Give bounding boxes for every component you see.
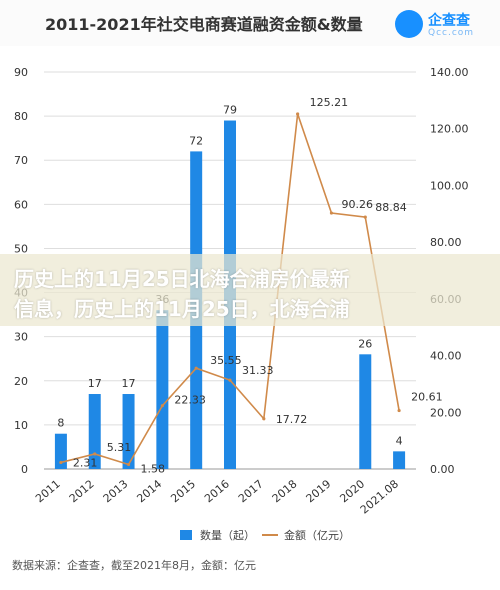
legend-bar-label: 数量（起） xyxy=(200,529,255,542)
logo-text-cn: 企查查 xyxy=(428,13,470,29)
y-right-tick-label: 120.00 xyxy=(430,123,469,136)
y-left-tick-label: 70 xyxy=(14,154,28,167)
line-data-label: 125.21 xyxy=(310,96,349,109)
x-tick-label: 2016 xyxy=(202,477,232,505)
qcc-logo-icon xyxy=(395,10,423,38)
line-point xyxy=(329,211,334,215)
logo-text-en: Qcc.com xyxy=(428,28,475,38)
x-tick-label: 2020 xyxy=(337,477,367,505)
x-tick-label: 2014 xyxy=(134,477,164,505)
chart-plot: 01020304050607080900.0020.0040.0060.0080… xyxy=(14,66,469,517)
line-point xyxy=(59,460,63,465)
line-data-label: 90.26 xyxy=(341,198,373,211)
x-tick-label: 2019 xyxy=(304,477,334,505)
y-right-tick-label: 100.00 xyxy=(430,179,469,192)
bar-data-label: 26 xyxy=(358,337,372,350)
y-right-tick-label: 0.00 xyxy=(430,463,455,476)
headline-line-1: 历史上的11月25日北海合浦房价最新 xyxy=(14,267,350,291)
line-point xyxy=(397,408,401,413)
x-tick-label: 2011 xyxy=(33,477,63,505)
bar-data-label: 8 xyxy=(57,417,64,430)
line-data-label: 2.31 xyxy=(73,456,98,469)
line-data-label: 1.58 xyxy=(141,463,166,476)
bar-data-label: 4 xyxy=(396,434,403,447)
line-point xyxy=(228,378,232,382)
line-data-label: 35.55 xyxy=(210,354,242,367)
y-left-tick-label: 80 xyxy=(14,110,28,123)
x-tick-label: 2013 xyxy=(101,477,131,505)
line-point xyxy=(296,112,300,116)
bar xyxy=(359,354,372,469)
qcc-logo: 企查查 Qcc.com xyxy=(395,8,500,42)
bar-data-label: 79 xyxy=(223,104,237,117)
chart-title: 2011-2021年社交电商赛道融资金额&数量 xyxy=(45,15,363,34)
legend-line-label: 金额（亿元） xyxy=(284,529,350,542)
bar xyxy=(54,433,67,469)
line-data-label: 88.84 xyxy=(375,201,407,214)
line-point xyxy=(160,404,164,408)
title-bar: 2011-2021年社交电商赛道融资金额&数量 企查查 Qcc.com xyxy=(0,0,500,46)
line-data-label: 5.31 xyxy=(107,441,131,454)
legend-line-swatch xyxy=(262,534,278,536)
line-data-label: 17.72 xyxy=(276,413,308,426)
y-left-tick-label: 20 xyxy=(14,375,28,388)
x-tick-label: 2021.08 xyxy=(358,477,401,516)
y-left-tick-label: 60 xyxy=(14,198,28,211)
source-note: 数据来源：企查查，截至2021年8月，金额：亿元 xyxy=(12,559,256,572)
bar xyxy=(88,394,101,469)
y-left-tick-label: 0 xyxy=(21,463,28,476)
line-data-label: 22.33 xyxy=(174,394,206,407)
headline-overlay: 历史上的11月25日北海合浦房价最新 信息，历史上的11月25日，北海合浦 xyxy=(0,254,500,326)
legend-bar-swatch xyxy=(180,530,192,540)
line-point xyxy=(363,215,367,219)
bar xyxy=(122,394,135,469)
x-tick-label: 2012 xyxy=(67,477,97,505)
bar-data-label: 72 xyxy=(189,134,203,147)
bar-data-label: 17 xyxy=(88,377,102,390)
line-point xyxy=(262,417,266,421)
y-left-tick-label: 30 xyxy=(14,331,28,344)
line-point xyxy=(194,366,198,370)
y-left-tick-label: 50 xyxy=(14,242,28,255)
x-tick-label: 2015 xyxy=(168,477,198,505)
line-point xyxy=(126,462,131,467)
line-data-label: 31.33 xyxy=(242,364,274,377)
bar xyxy=(156,310,169,469)
line-data-label: 20.61 xyxy=(411,391,443,404)
x-tick-label: 2017 xyxy=(236,477,266,505)
y-right-tick-label: 80.00 xyxy=(430,236,462,249)
y-left-tick-label: 10 xyxy=(14,419,28,432)
bar xyxy=(393,451,406,469)
y-left-tick-label: 90 xyxy=(14,66,28,79)
headline-line-2: 信息，历史上的11月25日，北海合浦 xyxy=(14,297,350,321)
y-right-tick-label: 140.00 xyxy=(430,66,469,79)
y-right-tick-label: 40.00 xyxy=(430,350,462,363)
bar-data-label: 17 xyxy=(122,377,136,390)
x-tick-label: 2018 xyxy=(270,477,300,505)
line-point xyxy=(93,452,97,456)
y-right-tick-label: 20.00 xyxy=(430,406,462,419)
